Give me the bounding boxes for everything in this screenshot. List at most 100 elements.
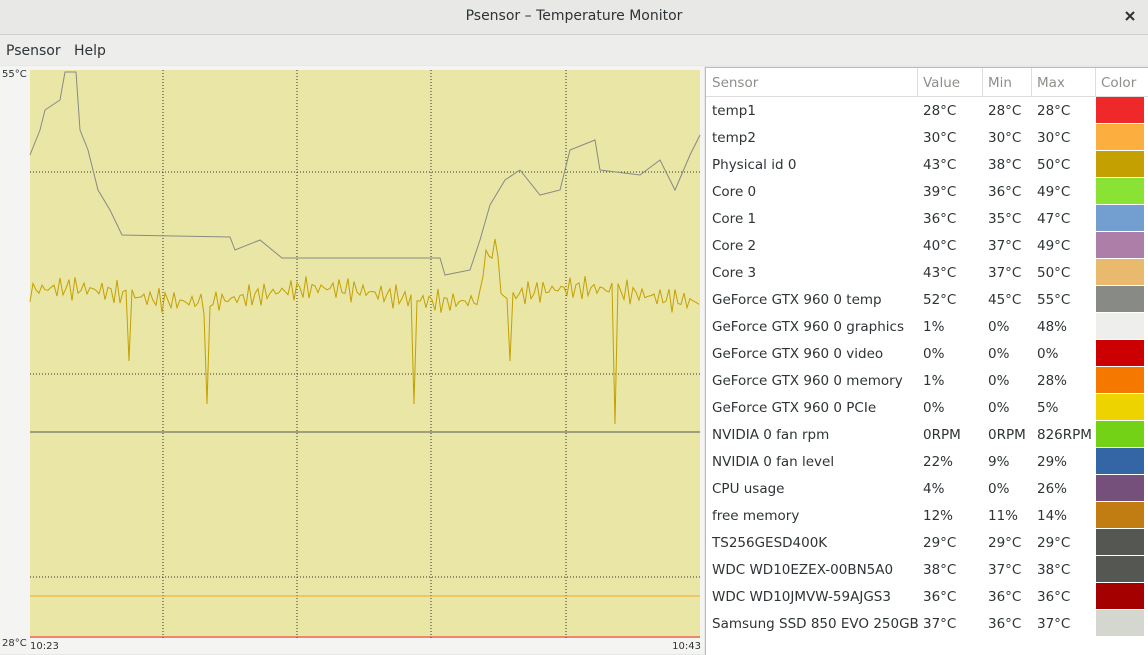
sensor-name[interactable]: Samsung SSD 850 EVO 250GB	[712, 616, 919, 632]
sensor-table: Sensor Value Min Max Color temp1 28°C 28°C 28°C t…	[705, 67, 1148, 655]
sensor-name[interactable]: WDC WD10JMVW-59AJGS3	[712, 589, 891, 605]
cell-value: 38°C	[988, 157, 1022, 173]
color-swatch[interactable]	[1096, 367, 1144, 393]
grid	[30, 70, 700, 638]
cell-value: 1%	[923, 319, 945, 335]
plot-area	[30, 70, 700, 638]
cell-value: 14%	[1037, 508, 1068, 524]
sensor-name[interactable]: GeForce GTX 960 0 PCIe	[712, 400, 877, 416]
sensor-name[interactable]: GeForce GTX 960 0 temp	[712, 292, 882, 308]
cell-value: 28°C	[1037, 103, 1071, 119]
cell-value: 9%	[988, 454, 1010, 470]
cell-value: 35°C	[988, 211, 1022, 227]
sensor-name[interactable]: Core 3	[712, 265, 757, 281]
trace	[29, 71, 701, 276]
sensor-name[interactable]: GeForce GTX 960 0 graphics	[712, 319, 905, 335]
cell-value: 28°C	[988, 103, 1022, 119]
color-swatch[interactable]	[1096, 529, 1144, 555]
sensor-name[interactable]: temp1	[712, 103, 756, 119]
cell-value: 26%	[1037, 481, 1068, 497]
cell-value: 29%	[1037, 454, 1068, 470]
sensor-name[interactable]: NVIDIA 0 fan rpm	[712, 427, 830, 443]
column-divider	[982, 68, 983, 96]
trace	[29, 238, 700, 425]
color-swatch[interactable]	[1096, 97, 1144, 123]
sensor-name[interactable]: Core 0	[712, 184, 757, 200]
color-swatch[interactable]	[1096, 178, 1144, 204]
column-divider	[1031, 68, 1032, 96]
cell-value: 29°C	[988, 535, 1022, 551]
y-min-label: 28°C	[2, 638, 27, 649]
color-swatch[interactable]	[1096, 340, 1144, 366]
menu-item[interactable]: Psensor	[6, 43, 61, 59]
color-swatch[interactable]	[1096, 394, 1144, 420]
color-swatch[interactable]	[1096, 502, 1144, 528]
column-divider	[1095, 68, 1096, 96]
column-divider	[917, 68, 918, 96]
cell-value: 37°C	[988, 265, 1022, 281]
graph: 55°C 28°C 10:23 10:43	[0, 66, 704, 654]
sensor-name[interactable]: Physical id 0	[712, 157, 797, 173]
cell-value: 43°C	[923, 157, 957, 173]
cell-value: 38°C	[923, 562, 957, 578]
menu-item[interactable]: Help	[74, 43, 106, 59]
color-swatch[interactable]	[1096, 475, 1144, 501]
x-start-label: 10:23	[30, 641, 59, 652]
column-header[interactable]: Value	[923, 75, 961, 91]
cell-value: 30°C	[1037, 130, 1071, 146]
color-swatch[interactable]	[1096, 583, 1144, 609]
cell-value: 37°C	[988, 562, 1022, 578]
cell-value: 36°C	[923, 589, 957, 605]
column-header[interactable]: Min	[988, 75, 1012, 91]
color-swatch[interactable]	[1096, 286, 1144, 312]
column-header[interactable]: Max	[1037, 75, 1065, 91]
sensor-name[interactable]: CPU usage	[712, 481, 785, 497]
color-swatch[interactable]	[1096, 448, 1144, 474]
color-swatch[interactable]	[1096, 151, 1144, 177]
cell-value: 29°C	[1037, 535, 1071, 551]
cell-value: 40°C	[923, 238, 957, 254]
window-title: Psensor – Temperature Monitor	[465, 8, 683, 24]
cell-value: 50°C	[1037, 265, 1071, 281]
cell-value: 11%	[988, 508, 1019, 524]
cell-value: 30°C	[923, 130, 957, 146]
sensor-name[interactable]: TS256GESD400K	[712, 535, 828, 551]
color-swatch[interactable]	[1096, 124, 1144, 150]
cell-value: 0RPM	[923, 427, 961, 443]
color-swatch[interactable]	[1096, 556, 1144, 582]
color-swatch[interactable]	[1096, 421, 1144, 447]
color-swatch[interactable]	[1096, 313, 1144, 339]
color-swatch[interactable]	[1096, 232, 1144, 258]
cell-value: 0%	[988, 481, 1010, 497]
sensor-name[interactable]: free memory	[712, 508, 800, 524]
color-swatch[interactable]	[1096, 259, 1144, 285]
sensor-name[interactable]: GeForce GTX 960 0 video	[712, 346, 884, 362]
sensor-name[interactable]: GeForce GTX 960 0 memory	[712, 373, 903, 389]
menu-bar: Psensor Help	[0, 35, 1148, 65]
cell-value: 0%	[988, 346, 1010, 362]
sensor-name[interactable]: WDC WD10EZEX-00BN5A0	[712, 562, 894, 578]
x-end-label: 10:43	[672, 641, 701, 652]
cell-value: 37°C	[923, 616, 957, 632]
sensor-name[interactable]: temp2	[712, 130, 756, 146]
column-header[interactable]: Color	[1101, 75, 1137, 91]
column-header[interactable]: Sensor	[712, 75, 759, 91]
cell-value: 36°C	[988, 589, 1022, 605]
cell-value: 0RPM	[988, 427, 1026, 443]
cell-value: 0%	[988, 400, 1010, 416]
cell-value: 29°C	[923, 535, 957, 551]
color-swatch[interactable]	[1096, 610, 1144, 636]
close-button[interactable]	[1124, 10, 1136, 22]
cell-value: 36°C	[988, 616, 1022, 632]
color-swatch[interactable]	[1096, 205, 1144, 231]
cell-value: 52°C	[923, 292, 957, 308]
sensor-name[interactable]: Core 2	[712, 238, 757, 254]
sensor-name[interactable]: Core 1	[712, 211, 757, 227]
cell-value: 45°C	[988, 292, 1022, 308]
cell-value: 28%	[1037, 373, 1068, 389]
cell-value: 5%	[1037, 400, 1059, 416]
cell-value: 49°C	[1037, 184, 1071, 200]
sensor-name[interactable]: NVIDIA 0 fan level	[712, 454, 835, 470]
header-divider	[706, 96, 1148, 97]
